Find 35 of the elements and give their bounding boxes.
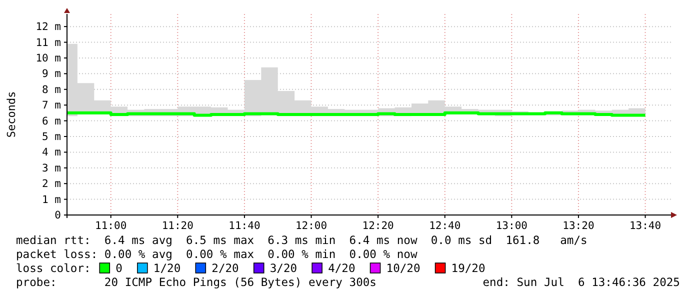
- y-tick-label: 12 m: [36, 21, 61, 34]
- y-tick-label: 8 m: [42, 84, 61, 96]
- text: probe: 20 ICMP Echo Pings (56 Bytes) every 300s: [16, 276, 376, 289]
- y-tick-label: 9 m: [42, 68, 61, 80]
- x-tick-label: 13:40: [629, 220, 662, 232]
- text: median rtt: 6.4 ms avg 6.5 ms max 6.3 ms min 6.4 ms now 0.0 ms sd 161.8 am/s: [16, 234, 588, 247]
- y-tick-label: 0: [54, 210, 61, 222]
- x-tick-label: 13:00: [496, 220, 528, 232]
- legend-label: 3/20: [270, 262, 298, 275]
- x-tick-label: 11:40: [228, 220, 260, 232]
- y-axis-title: Seconds: [5, 91, 18, 138]
- y-tick-label: 10 m: [36, 52, 61, 64]
- y-tick-label: 2 m: [42, 178, 61, 190]
- text: end: Sun Jul 6 13:46:36 2025: [482, 276, 680, 289]
- y-tick-label: 5 m: [42, 130, 61, 143]
- y-tick-label: 6 m: [42, 115, 61, 128]
- text: packet loss: 0.00 % avg 0.00 % max 0.00 % min 0.00 % now: [16, 248, 418, 261]
- x-tick-label: 12:00: [295, 220, 328, 232]
- y-tick-label: 4 m: [42, 146, 61, 159]
- x-tick-label: 13:20: [562, 220, 594, 232]
- y-tick-label: 11 m: [36, 36, 61, 49]
- y-tick-label: 1 m: [42, 194, 61, 206]
- legend-label: 4/20: [328, 262, 356, 275]
- legend-label: 10/20: [386, 262, 420, 275]
- legend-label: 2/20: [212, 262, 240, 275]
- y-tick-label: 7 m: [42, 100, 61, 112]
- x-tick-label: 12:40: [429, 220, 461, 232]
- legend-label: 1/20: [153, 262, 181, 275]
- y-tick-label: 3 m: [42, 162, 61, 174]
- x-tick-label: 11:00: [95, 220, 127, 232]
- x-tick-label: 11:20: [162, 220, 194, 232]
- legend-label: 0: [116, 262, 123, 275]
- legend-label: 19/20: [451, 262, 486, 275]
- x-tick-label: 12:20: [362, 220, 394, 232]
- legend-title: loss color:: [16, 262, 91, 275]
